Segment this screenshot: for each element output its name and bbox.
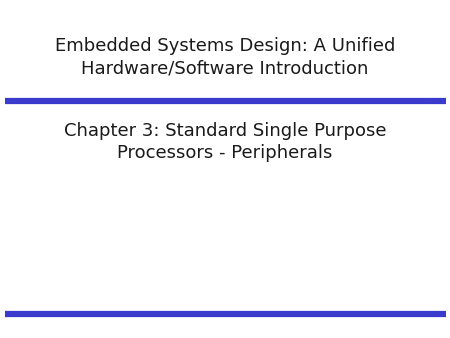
Text: Chapter 3: Standard Single Purpose
Processors - Peripherals: Chapter 3: Standard Single Purpose Proce… bbox=[64, 121, 386, 163]
Text: Embedded Systems Design: A Unified
Hardware/Software Introduction: Embedded Systems Design: A Unified Hardw… bbox=[55, 37, 395, 78]
